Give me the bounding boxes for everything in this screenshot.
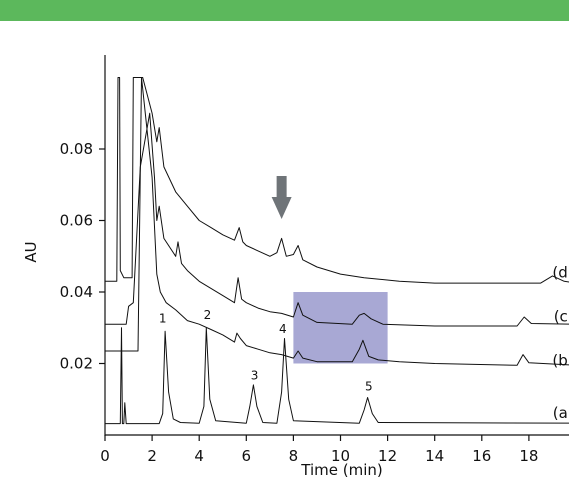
trace-label-b: (b) [552, 351, 569, 369]
x-tick-label: 2 [147, 447, 157, 465]
x-tick-label: 16 [472, 447, 491, 465]
x-tick-label: 4 [194, 447, 204, 465]
y-axis-title: AU [22, 241, 40, 262]
x-axis-title: Time (min) [300, 461, 382, 479]
trace-line-d [105, 77, 569, 284]
peak-label: 3 [251, 369, 259, 383]
x-tick-label: 18 [519, 447, 538, 465]
trace-label-c: (c) [554, 307, 569, 325]
x-tick-label: 6 [242, 447, 252, 465]
y-tick-label: 0.04 [60, 283, 93, 301]
x-tick-label: 10 [331, 447, 350, 465]
peak-label: 2 [204, 308, 212, 322]
trace-line-b [105, 77, 569, 366]
x-tick-label: 8 [289, 447, 299, 465]
y-tick-label: 0.08 [60, 140, 93, 158]
x-tick-label: 0 [100, 447, 110, 465]
down-arrow-icon [271, 176, 292, 219]
trace-line-a [105, 327, 569, 425]
y-tick-label: 0.02 [60, 355, 93, 373]
peak-label: 5 [365, 379, 373, 393]
peak-label: 4 [279, 322, 287, 336]
header-banner [0, 0, 569, 21]
trace-label-a: (a) [553, 404, 569, 422]
x-tick-label: 12 [378, 447, 397, 465]
trace-label-d: (d) [552, 264, 569, 282]
peak-label: 1 [159, 311, 167, 325]
highlight-region [293, 292, 388, 364]
y-tick-label: 0.06 [60, 212, 93, 230]
trace-line-c [105, 112, 569, 327]
x-tick-label: 14 [425, 447, 444, 465]
